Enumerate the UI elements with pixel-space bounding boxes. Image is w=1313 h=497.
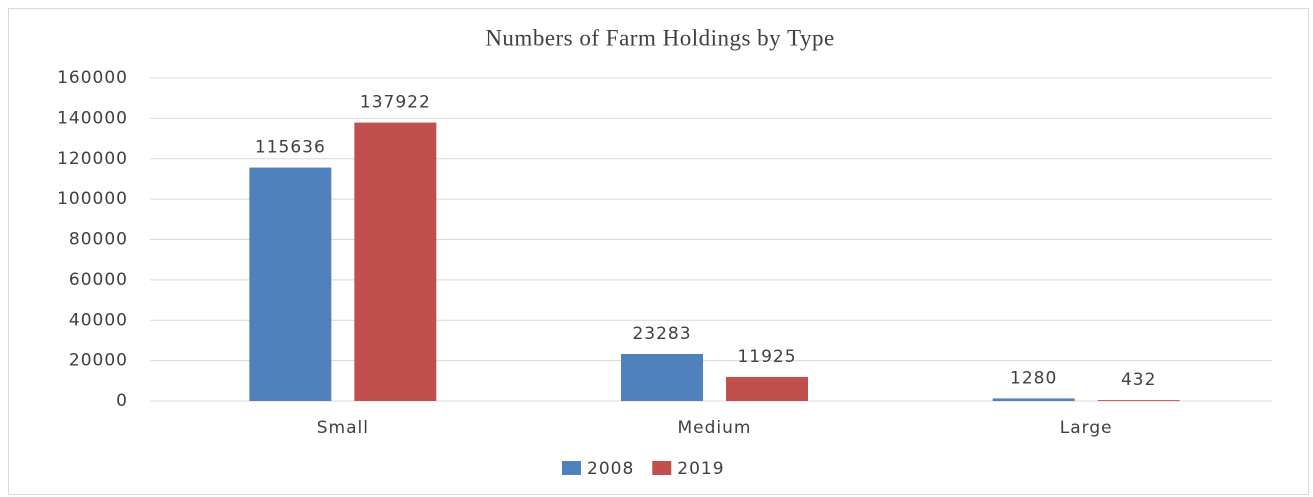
- y-tick-label: 20000: [69, 351, 128, 371]
- chart-border: [8, 8, 1309, 495]
- x-tick-label: Small: [317, 418, 369, 438]
- data-label: 1280: [1010, 368, 1057, 388]
- chart-title: Numbers of Farm Holdings by Type: [485, 25, 834, 50]
- bar: [621, 353, 703, 401]
- bar: [1097, 400, 1180, 401]
- legend-swatch: [652, 461, 672, 475]
- legend-label: 2019: [677, 459, 724, 479]
- y-tick-label: 100000: [57, 189, 128, 209]
- y-tick-label: 60000: [69, 270, 128, 290]
- x-tick-label: Large: [1060, 418, 1113, 438]
- legend-swatch: [562, 461, 581, 475]
- bar: [726, 376, 808, 401]
- data-label: 11925: [737, 347, 796, 367]
- y-tick-label: 40000: [69, 310, 128, 330]
- data-label: 137922: [360, 93, 431, 113]
- bar: [249, 167, 332, 401]
- data-label: 432: [1121, 370, 1156, 390]
- y-tick-label: 80000: [69, 230, 128, 250]
- legend-label: 2008: [587, 459, 634, 479]
- data-label: 23283: [632, 324, 691, 344]
- y-tick-label: 140000: [57, 108, 128, 128]
- x-tick-label: Medium: [678, 418, 752, 438]
- bar: [354, 122, 437, 402]
- data-label: 115636: [255, 138, 326, 158]
- y-tick-label: 160000: [57, 68, 128, 88]
- bar: [992, 398, 1075, 401]
- y-tick-label: 120000: [57, 149, 128, 169]
- y-tick-label: 0: [116, 391, 128, 411]
